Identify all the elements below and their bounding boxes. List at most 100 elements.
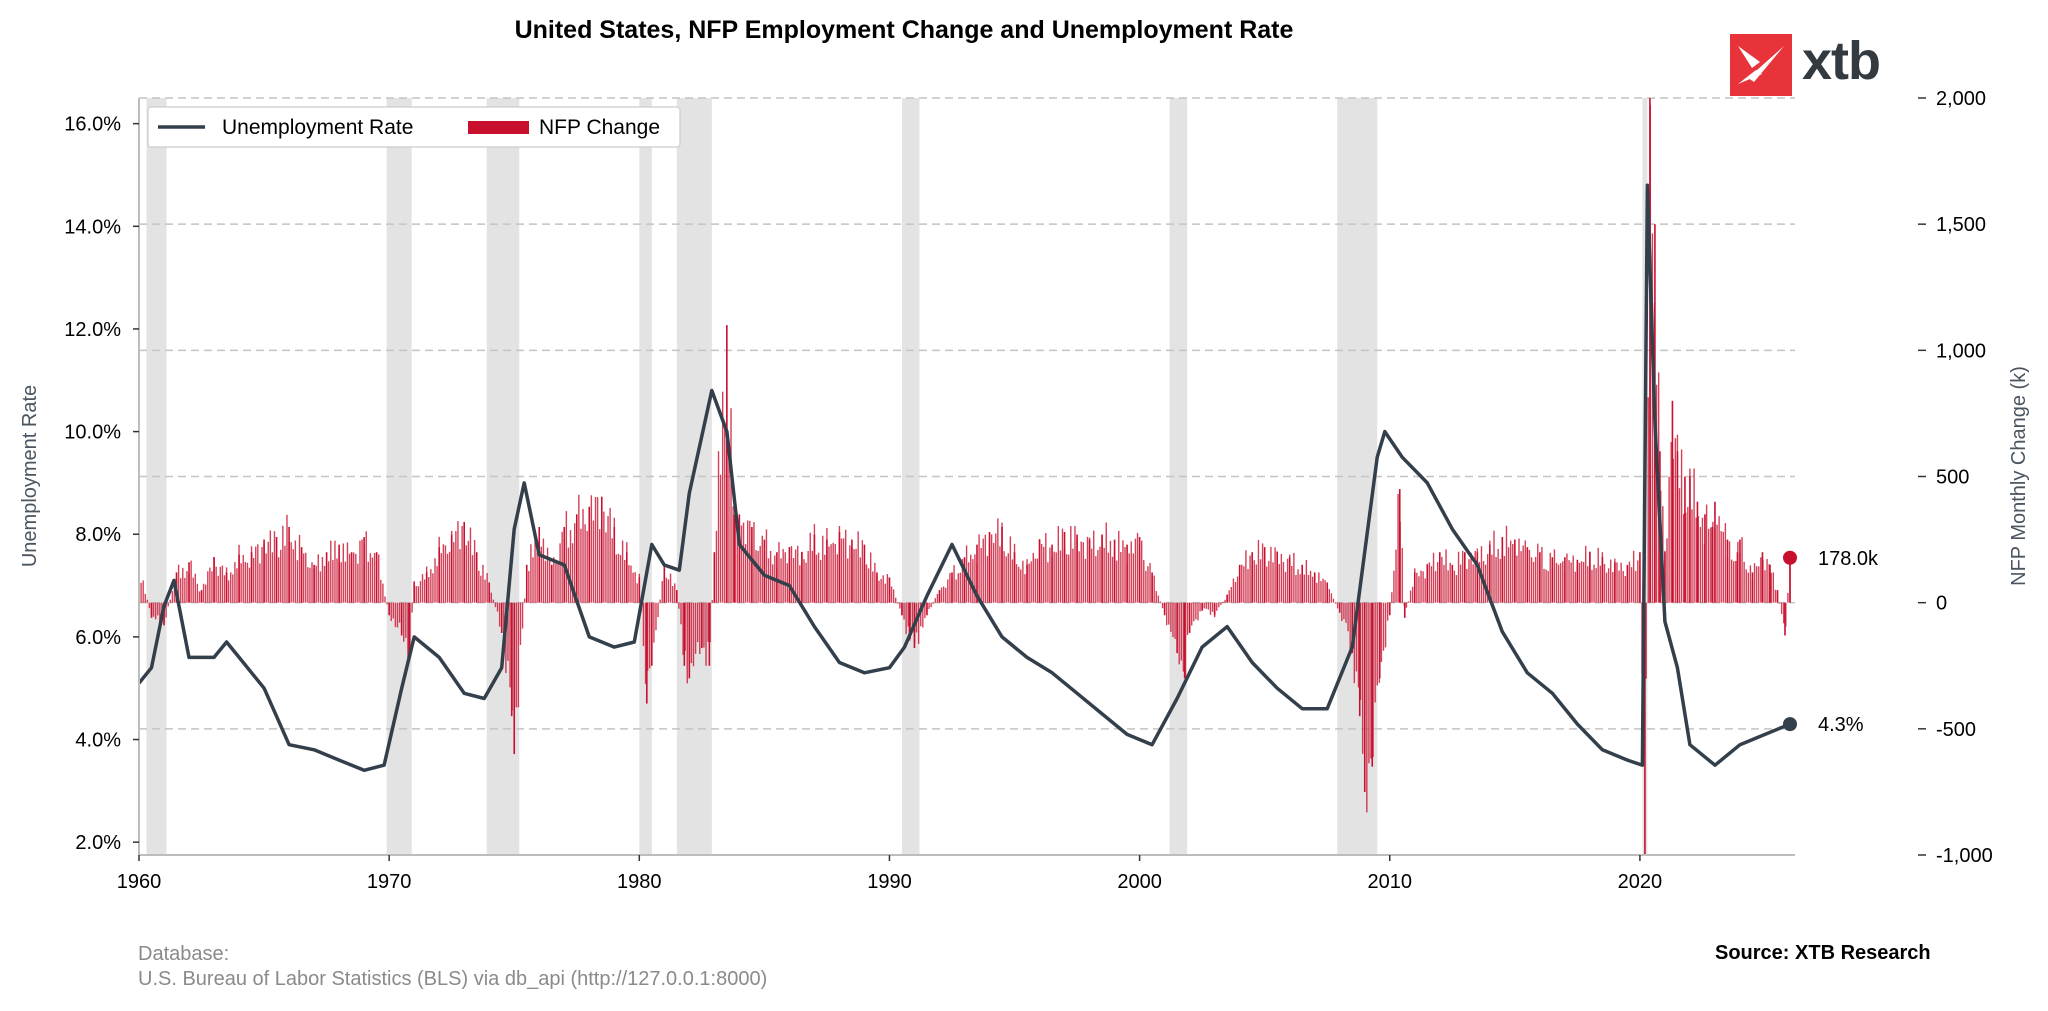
nfp-bar <box>1332 598 1335 603</box>
nfp-bar <box>1090 548 1093 603</box>
nfp-bar <box>188 562 190 603</box>
nfp-bar <box>486 572 488 603</box>
nfp-bar <box>1203 602 1205 609</box>
nfp-bar <box>1122 540 1124 603</box>
nfp-bar <box>703 602 705 648</box>
nfp-bar <box>1522 545 1524 603</box>
nfp-bar <box>1288 557 1291 603</box>
nfp-bar <box>1099 546 1101 603</box>
nfp-bar <box>321 556 324 603</box>
nfp-bar <box>1370 602 1372 759</box>
nfp-bar <box>625 552 628 603</box>
nfp-bar <box>448 551 451 603</box>
nfp-bar <box>1644 602 1646 855</box>
nfp-bar <box>844 529 847 603</box>
nfp-bar <box>1696 501 1699 603</box>
nfp-bar <box>1728 541 1731 603</box>
nfp-bar <box>1528 549 1531 603</box>
nfp-bar <box>230 572 232 603</box>
nfp-bar <box>332 559 334 603</box>
nfp-bar <box>636 583 638 603</box>
nfp-bar <box>1761 552 1764 603</box>
nfp-bar <box>1015 564 1018 603</box>
nfp-bar <box>530 544 532 603</box>
nfp-bar <box>1495 557 1497 603</box>
nfp-bar <box>1537 543 1539 603</box>
nfp-bar <box>357 563 359 603</box>
nfp-bar <box>603 511 605 603</box>
nfp-bar <box>190 560 192 603</box>
nfp-bar <box>1568 560 1570 603</box>
nfp-bar <box>1157 595 1160 603</box>
nfp-bar <box>421 574 424 603</box>
nfp-bar <box>861 540 864 603</box>
nfp-bar <box>928 602 930 609</box>
nfp-bar <box>559 543 561 603</box>
nfp-bar <box>1059 550 1062 603</box>
nfp-bar <box>1772 572 1775 603</box>
nfp-bar <box>1238 564 1241 603</box>
nfp-bar <box>288 526 290 603</box>
nfp-bar <box>1338 602 1341 613</box>
nfp-bar <box>142 580 144 603</box>
nfp-bar <box>1074 525 1076 603</box>
nfp-bar <box>1180 602 1182 661</box>
nfp-bar <box>1261 543 1264 603</box>
nfp-bar <box>624 559 626 603</box>
nfp-bar <box>1612 571 1614 603</box>
nfp-bar <box>1766 559 1768 603</box>
nfp-bar <box>1678 488 1681 603</box>
nfp-bar <box>1386 602 1389 621</box>
nfp-bar <box>1582 561 1585 603</box>
nfp-bar <box>177 564 180 603</box>
nfp-bar <box>797 545 799 603</box>
nfp-bar <box>592 520 595 603</box>
nfp-bar <box>438 547 440 603</box>
nfp-bar <box>209 567 211 603</box>
nfp-bar <box>1009 536 1012 603</box>
nfp-bar <box>963 557 966 603</box>
nfp-bar <box>255 546 257 603</box>
nfp-bar <box>475 552 478 603</box>
y-left-tick-label: 6.0% <box>75 627 121 649</box>
x-tick-label: 1980 <box>617 871 662 893</box>
nfp-bar <box>1526 547 1529 603</box>
y-axis-right-title: NFP Monthly Change (k) <box>2008 366 2030 586</box>
nfp-bar <box>1326 582 1329 603</box>
nfp-bar <box>1197 602 1199 621</box>
nfp-bar <box>1626 564 1629 603</box>
nfp-bar <box>1434 571 1437 603</box>
nfp-bar <box>1147 566 1149 603</box>
nfp-bar <box>657 602 659 618</box>
nfp-bar <box>532 557 534 603</box>
nfp-bar <box>1309 570 1312 603</box>
nfp-bar <box>1595 568 1597 603</box>
nfp-bar <box>628 565 630 603</box>
nfp-bar <box>707 602 709 642</box>
nfp-bar <box>510 602 513 717</box>
nfp-bar <box>1747 572 1750 603</box>
y-right-tick-label: 1,000 <box>1936 340 1986 362</box>
nfp-bar <box>246 562 249 603</box>
nfp-bar <box>942 586 945 603</box>
nfp-bar <box>1347 602 1349 632</box>
nfp-bar <box>1476 552 1479 603</box>
nfp-bar <box>336 558 338 603</box>
nfp-bar <box>157 602 159 616</box>
nfp-bar <box>1393 570 1395 603</box>
nfp-bar <box>826 539 828 603</box>
nfp-bar <box>1166 602 1168 626</box>
nfp-bar <box>767 558 770 603</box>
nfp-bar <box>1159 601 1162 603</box>
nfp-bar <box>1065 554 1068 603</box>
nfp-bar <box>317 554 319 603</box>
nfp-bar <box>482 564 484 603</box>
nfp-bar <box>851 539 853 603</box>
nfp-bar <box>1398 489 1401 603</box>
nfp-bar <box>1503 555 1506 603</box>
nfp-bar <box>1409 590 1412 603</box>
nfp-bar <box>1520 551 1522 603</box>
nfp-bar <box>598 529 601 603</box>
nfp-bar <box>1234 581 1237 603</box>
nfp-bar <box>221 565 224 603</box>
